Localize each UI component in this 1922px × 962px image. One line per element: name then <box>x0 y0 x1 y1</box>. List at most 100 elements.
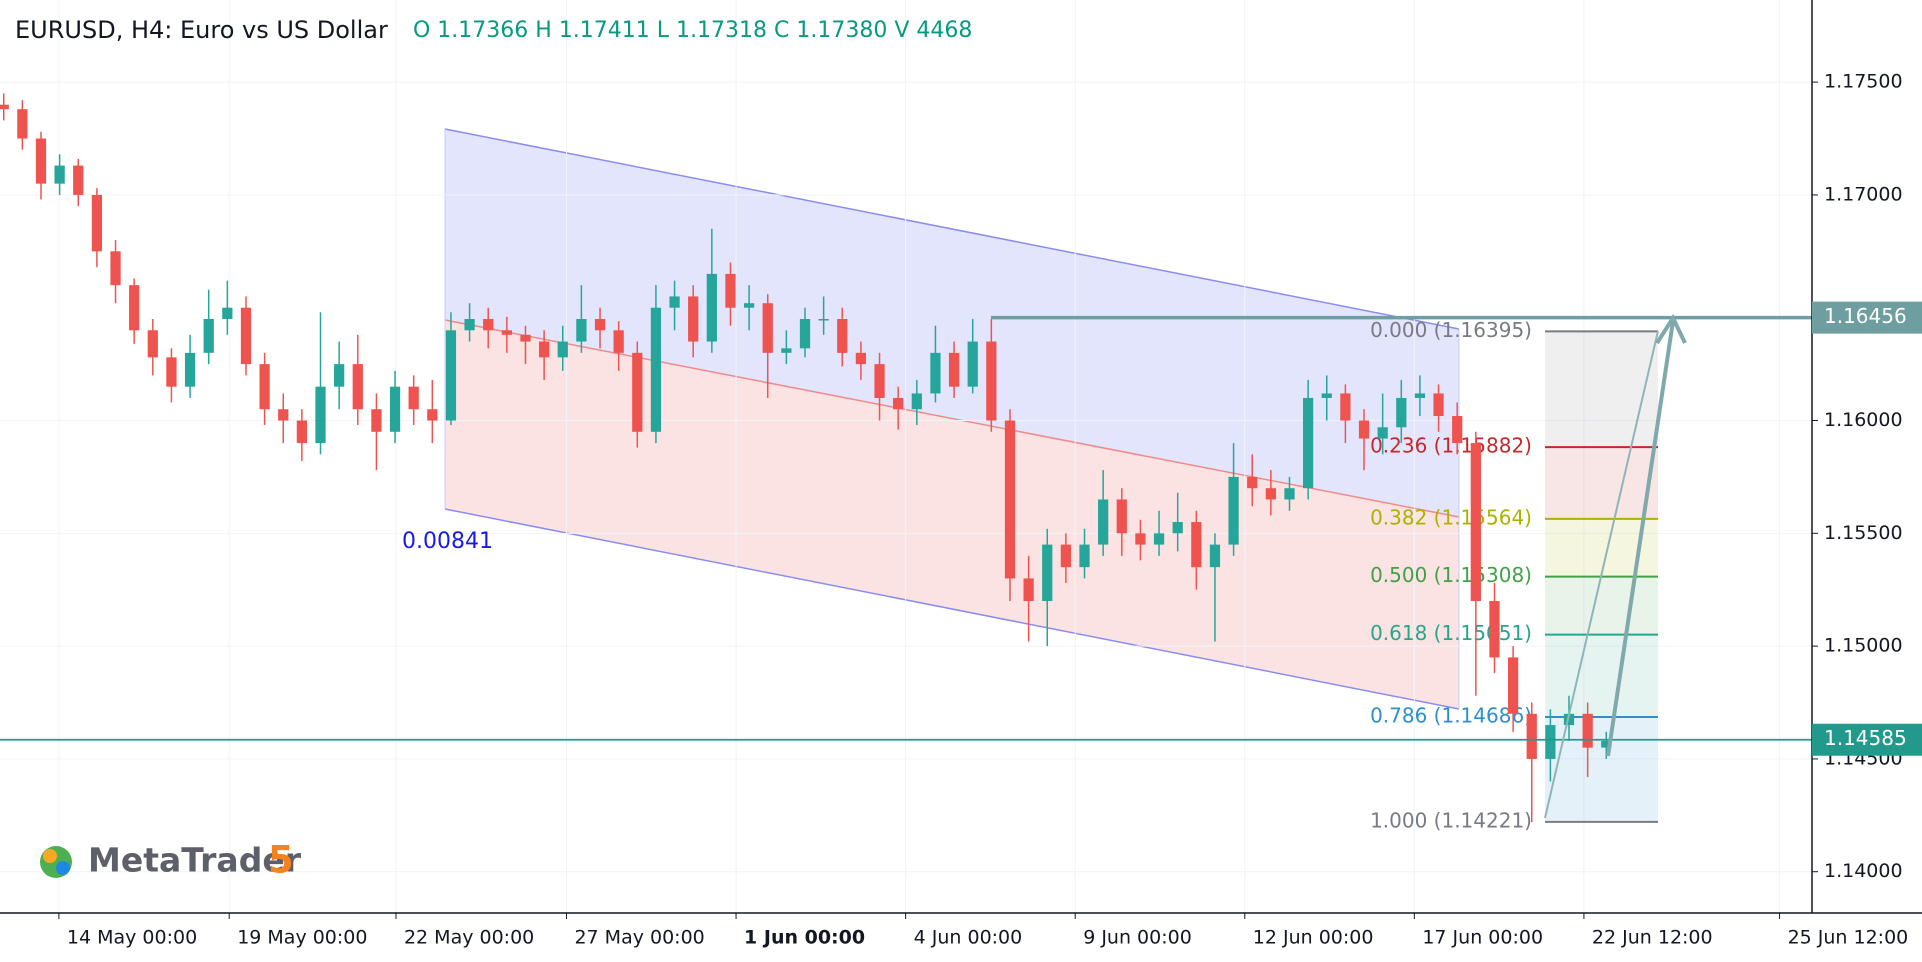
candle-body <box>1153 533 1165 545</box>
candle-body <box>445 330 457 421</box>
price-tag-label: 1.16456 <box>1824 304 1907 328</box>
x-tick-label: 22 May 00:00 <box>404 927 534 949</box>
candle-body <box>259 364 270 410</box>
candle-body <box>315 386 326 444</box>
candle-body <box>986 341 997 421</box>
candle-body <box>632 352 643 432</box>
candle-body <box>278 409 289 421</box>
y-tick-label: 1.17000 <box>1824 183 1903 205</box>
x-tick-label: 27 May 00:00 <box>574 927 704 949</box>
candle-body <box>427 409 438 421</box>
fib-label: 0.786 (1.14686) <box>1370 703 1532 727</box>
candle-body <box>334 364 345 387</box>
candle-body <box>1284 488 1295 500</box>
candle-body <box>1377 427 1388 439</box>
candle-body <box>799 318 811 349</box>
candle-body <box>1060 544 1072 568</box>
candle-body <box>781 348 792 353</box>
x-tick-label: 22 Jun 12:00 <box>1592 927 1713 949</box>
candle-body <box>91 194 103 252</box>
price-tag-label: 1.14585 <box>1824 726 1907 750</box>
logo: MetaTrader 5 <box>40 839 302 882</box>
x-tick-label: 4 Jun 00:00 <box>914 927 1023 949</box>
candle-body <box>930 352 941 394</box>
candle-body <box>837 318 848 353</box>
candle-body <box>1023 578 1034 601</box>
candle-body <box>948 352 960 387</box>
arrow-head <box>1655 313 1687 345</box>
channel-lower <box>444 508 1460 710</box>
candle-body <box>166 357 177 387</box>
price-lines <box>0 315 1812 741</box>
price-tag <box>1812 723 1922 756</box>
fib-band <box>1545 331 1658 448</box>
candle-body <box>35 138 47 184</box>
candle-body <box>1135 533 1146 545</box>
candle-body <box>352 364 363 410</box>
x-tick-label: 12 Jun 00:00 <box>1253 927 1374 949</box>
candle-body <box>1321 393 1332 398</box>
candle-body <box>1303 397 1314 489</box>
fib-band <box>1545 576 1658 635</box>
candle-body <box>576 318 587 342</box>
candle-body <box>743 303 755 308</box>
logo-icon <box>56 861 70 875</box>
chart-title: EURUSD, H4: Euro vs US Dollar <box>15 16 388 44</box>
candle-body <box>1433 393 1444 417</box>
arrow-line <box>1606 320 1675 757</box>
candle-body <box>1247 476 1258 489</box>
candle-body <box>650 307 662 432</box>
candle-body <box>1526 713 1537 759</box>
candle-body <box>557 341 568 358</box>
candle-body <box>818 318 829 321</box>
candle-body <box>0 104 9 110</box>
candle-body <box>1563 713 1575 726</box>
right-axis-bg <box>1812 0 1922 962</box>
candle-body <box>371 409 382 432</box>
candle-body <box>222 307 233 319</box>
candle-body <box>73 165 84 195</box>
x-tick-label: 9 Jun 00:00 <box>1083 927 1192 949</box>
candle-body <box>613 330 624 353</box>
candle-body <box>967 341 978 387</box>
candle-body <box>408 386 419 410</box>
candle-body <box>501 330 512 335</box>
arrow-line <box>1544 330 1659 819</box>
y-tick-label: 1.15500 <box>1824 522 1903 544</box>
candle-body <box>464 318 475 331</box>
channel-lower-fill <box>445 320 1459 709</box>
fib-label: 0.000 (1.16395) <box>1370 318 1532 342</box>
candle-body <box>203 318 214 353</box>
candle-body <box>538 341 550 358</box>
price-tag <box>1812 301 1922 334</box>
logo-version: 5 <box>268 839 294 882</box>
fib-band <box>1545 634 1658 717</box>
price-tags: 1.16456 1.14585 <box>1812 301 1922 756</box>
candle-body <box>520 334 531 342</box>
logo-text: MetaTrader <box>88 841 302 880</box>
candle-body <box>1601 740 1612 748</box>
candle-body <box>1079 544 1090 568</box>
fib-band <box>1545 447 1658 519</box>
candle-body <box>1116 499 1127 534</box>
channel-upper-fill <box>445 129 1459 517</box>
channel-upper <box>444 128 1460 330</box>
candle-body <box>147 330 158 358</box>
fib-band <box>1545 716 1658 822</box>
candle-body <box>1042 544 1053 601</box>
candle-body <box>893 397 904 410</box>
y-tick-label: 1.16000 <box>1824 409 1903 431</box>
x-tick-label: 17 Jun 00:00 <box>1422 927 1543 949</box>
fib-label: 0.500 (1.15308) <box>1370 563 1532 587</box>
candle-body <box>1340 393 1351 421</box>
candle-body <box>54 165 65 184</box>
candle-body <box>1582 713 1593 748</box>
logo-icon <box>43 849 57 863</box>
candle-body <box>110 251 121 286</box>
arrows <box>1544 313 1687 819</box>
candle-body <box>594 318 606 331</box>
candle-body <box>669 296 680 308</box>
candle-body <box>1191 522 1202 568</box>
candle-body <box>184 352 196 387</box>
